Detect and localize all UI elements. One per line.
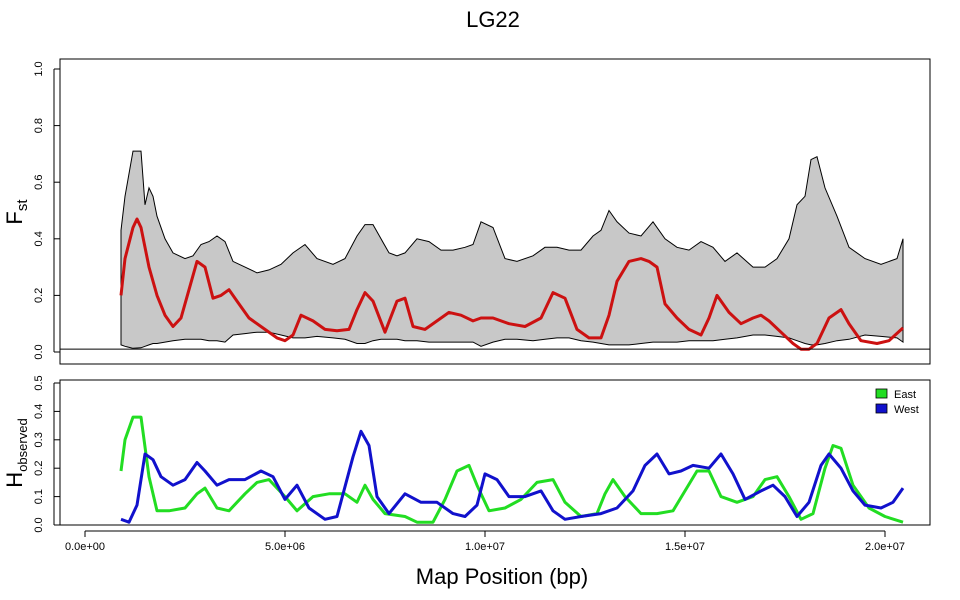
- hobs-plot-frame: [59, 379, 931, 526]
- hobs-y-tick-label: 0.4: [33, 404, 45, 419]
- legend-label-east: East: [894, 389, 916, 401]
- fst-plot-frame: [59, 58, 931, 365]
- hobs-y-label-main: H: [2, 472, 27, 488]
- fst-band-group: [120, 150, 904, 349]
- x-tick-label: 1.5e+07: [665, 541, 705, 553]
- hobs-lines-group: [119, 415, 905, 524]
- fst-y-tick-label: 0.6: [33, 175, 45, 190]
- fst-y-axis-label: Fst: [2, 199, 31, 225]
- x-axis-label: Map Position (bp): [416, 564, 588, 589]
- fst-y-label-sub: st: [14, 199, 31, 212]
- x-tick-label: 0.0e+00: [65, 541, 105, 553]
- legend: East West: [875, 388, 919, 416]
- hobs-y-tick-label: 0.3: [33, 432, 45, 447]
- fst-y-tick-label: 0.4: [33, 231, 45, 246]
- legend-swatch-east: [875, 388, 888, 399]
- fst-y-tick-label: 0.2: [33, 288, 45, 303]
- hobs-y-tick-label: 0.0: [33, 517, 45, 532]
- x-tick-label: 2.0e+07: [865, 541, 905, 553]
- hobs-y-axis-label: Hobserved: [2, 418, 30, 487]
- fst-mean-line: [119, 217, 905, 351]
- fst-y-tick-label: 0.8: [33, 118, 45, 133]
- hobs-y-tick-label: 0.2: [33, 461, 45, 476]
- hobs-y-tick-label: 0.1: [33, 489, 45, 504]
- x-axis: 0.0e+00 5.0e+06 1.0e+07 1.5e+07 2.0e+07: [65, 530, 905, 553]
- fst-y-label-main: F: [2, 211, 27, 224]
- fst-y-tick-label: 1.0: [33, 61, 45, 76]
- hobs-y-tick-label: 0.5: [33, 375, 45, 390]
- hobs-line-east: [119, 415, 904, 524]
- legend-label-west: West: [894, 404, 919, 416]
- hobs-line-west: [120, 429, 905, 524]
- chart-title: LG22: [466, 7, 520, 32]
- x-tick-label: 5.0e+06: [265, 541, 305, 553]
- fst-y-axis: 0.0 0.2 0.4 0.6 0.8 1.0: [33, 61, 60, 360]
- x-tick-label: 1.0e+07: [465, 541, 505, 553]
- hobs-y-label-sub: observed: [15, 418, 30, 471]
- fst-mean-group: [119, 217, 905, 351]
- fst-confidence-band: [120, 150, 904, 349]
- hobs-y-axis: 0.0 0.1 0.2 0.3 0.4 0.5: [33, 375, 60, 533]
- legend-swatch-west: [875, 403, 888, 414]
- fst-y-tick-label: 0.0: [33, 344, 45, 359]
